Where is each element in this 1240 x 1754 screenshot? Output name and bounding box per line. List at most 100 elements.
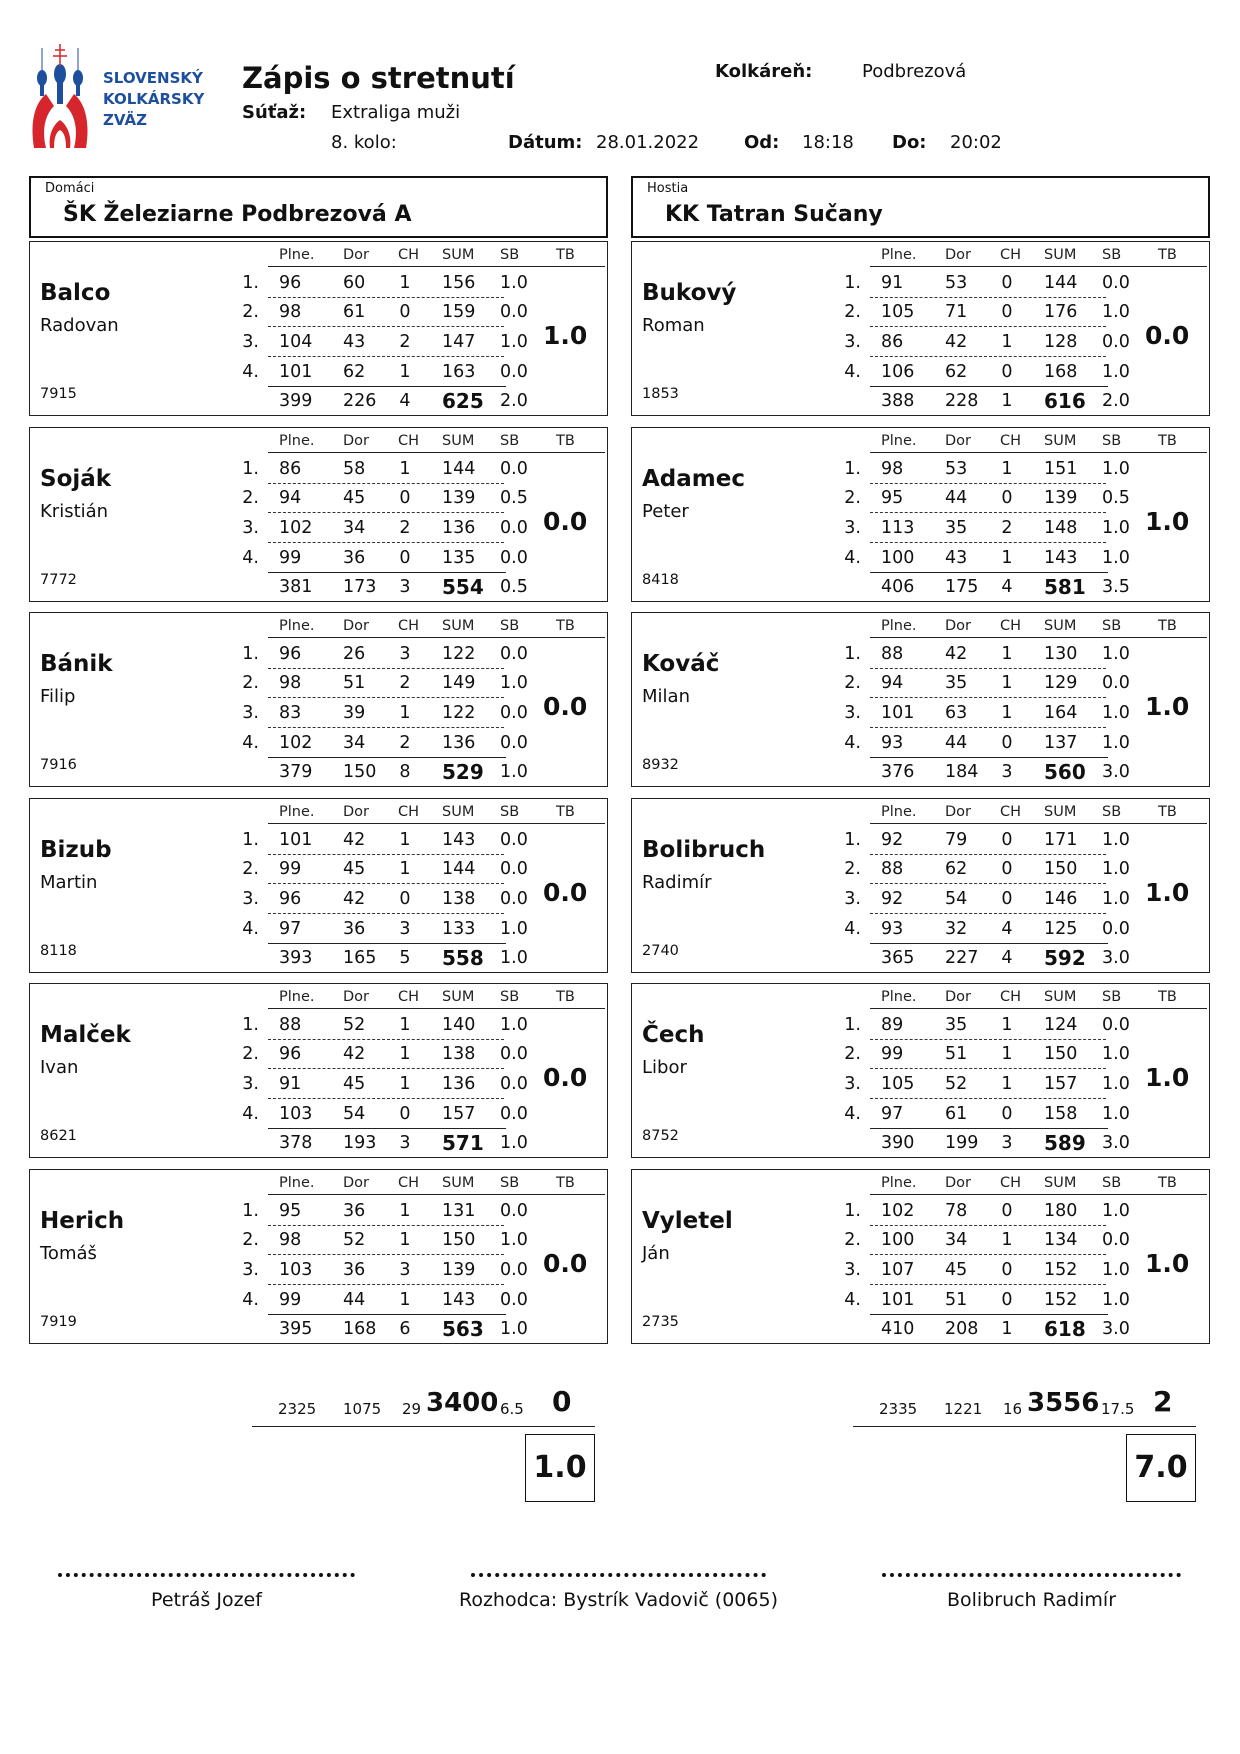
column-header: TB	[556, 618, 575, 634]
row-divider	[268, 727, 504, 728]
player-id: 8752	[642, 1128, 679, 1144]
total-value: 365	[881, 948, 915, 968]
column-header: CH	[398, 804, 420, 820]
throw-value: 98	[279, 302, 302, 322]
throw-value: 52	[343, 1015, 366, 1035]
row-number: 2.	[844, 488, 861, 508]
throw-value: 144	[442, 859, 476, 879]
throw-value: 0	[1001, 830, 1013, 850]
header-divider	[268, 266, 605, 267]
throw-value: 93	[881, 733, 904, 753]
column-header: SB	[1102, 618, 1122, 634]
row-number: 4.	[844, 919, 861, 939]
throw-value: 98	[279, 673, 302, 693]
total-value: 4	[1001, 948, 1013, 968]
total-value: 3	[1001, 762, 1013, 782]
column-header: TB	[556, 247, 575, 263]
competition-label: Súťaž:	[242, 102, 307, 123]
column-header: SUM	[442, 433, 475, 449]
throw-value: 89	[881, 1015, 904, 1035]
row-divider	[268, 483, 504, 484]
row-number: 4.	[844, 1290, 861, 1310]
throw-value: 97	[279, 919, 302, 939]
throw-value: 42	[343, 1044, 366, 1064]
row-divider	[268, 542, 504, 543]
row-number: 3.	[844, 889, 861, 909]
column-header: SB	[1102, 989, 1122, 1005]
total-ch: 29	[402, 1400, 422, 1418]
row-number: 1.	[844, 830, 861, 850]
throw-value: 1	[1001, 548, 1013, 568]
column-header: Plne.	[279, 618, 315, 634]
throw-value: 2	[399, 733, 411, 753]
throw-value: 1.0	[1102, 302, 1130, 322]
header-divider	[268, 1194, 605, 1195]
throw-value: 150	[1044, 1044, 1078, 1064]
throw-value: 144	[442, 459, 476, 479]
column-header: TB	[1158, 433, 1177, 449]
total-value: 379	[279, 762, 313, 782]
away-captain-signature: Bolibruch Radimír	[946, 1589, 1117, 1611]
total-sb: 17.5	[1101, 1400, 1135, 1418]
row-divider	[268, 356, 504, 357]
throw-value: 131	[442, 1201, 476, 1221]
totals-divider	[853, 1426, 1196, 1427]
throw-value: 0.0	[1102, 332, 1130, 352]
throw-value: 78	[945, 1201, 968, 1221]
total-divider	[268, 572, 506, 573]
throw-value: 1	[1001, 1044, 1013, 1064]
player-surname: Čech	[642, 1022, 705, 1048]
total-value: 1	[1001, 391, 1013, 411]
throw-value: 96	[279, 273, 302, 293]
row-number: 3.	[844, 1074, 861, 1094]
total-value: 193	[343, 1133, 377, 1153]
total-divider	[268, 386, 506, 387]
column-header: Plne.	[279, 804, 315, 820]
throw-value: 51	[343, 673, 366, 693]
throw-value: 51	[945, 1044, 968, 1064]
total-value: 388	[881, 391, 915, 411]
player-surname: Kováč	[642, 651, 720, 677]
total-value: 618	[1044, 1317, 1086, 1341]
total-value: 208	[945, 1319, 979, 1339]
column-header: TB	[1158, 989, 1177, 1005]
column-header: CH	[398, 433, 420, 449]
throw-value: 0.0	[500, 889, 528, 909]
total-divider	[870, 572, 1108, 573]
row-number: 2.	[242, 488, 259, 508]
throw-value: 0	[1001, 1290, 1013, 1310]
throw-value: 113	[881, 518, 915, 538]
throw-value: 163	[442, 362, 476, 382]
throw-value: 147	[442, 332, 476, 352]
signature-line-referee	[471, 1573, 766, 1577]
player-firstname: Martin	[40, 872, 98, 893]
throw-value: 0.0	[1102, 673, 1130, 693]
throw-value: 157	[442, 1104, 476, 1124]
throw-value: 1	[399, 362, 411, 382]
throw-value: 102	[881, 1201, 915, 1221]
date-label: Dátum:	[508, 132, 583, 153]
column-header: Dor	[343, 804, 369, 820]
row-number: 2.	[242, 859, 259, 879]
throw-value: 0	[399, 302, 411, 322]
throw-value: 146	[1044, 889, 1078, 909]
player-id: 2740	[642, 943, 679, 959]
player-block: Plne. Dor CH SUM SB TB Bizub Martin 8118 1. 101 42 1…	[29, 798, 608, 973]
team-point: 0.0	[543, 1063, 588, 1092]
row-number: 1.	[242, 459, 259, 479]
column-header: TB	[1158, 247, 1177, 263]
throw-value: 0	[399, 889, 411, 909]
row-number: 3.	[844, 332, 861, 352]
throw-value: 106	[881, 362, 915, 382]
throw-value: 0.0	[1102, 273, 1130, 293]
row-number: 3.	[242, 703, 259, 723]
throw-value: 0.0	[500, 1104, 528, 1124]
player-surname: Bizub	[40, 837, 112, 863]
throw-value: 0.0	[500, 1260, 528, 1280]
throw-value: 133	[442, 919, 476, 939]
row-number: 4.	[242, 1290, 259, 1310]
player-block: Plne. Dor CH SUM SB TB Vyletel Ján 2735 1. 102 78 0 1…	[631, 1169, 1210, 1344]
throw-value: 0.0	[500, 859, 528, 879]
throw-value: 125	[1044, 919, 1078, 939]
throw-value: 32	[945, 919, 968, 939]
